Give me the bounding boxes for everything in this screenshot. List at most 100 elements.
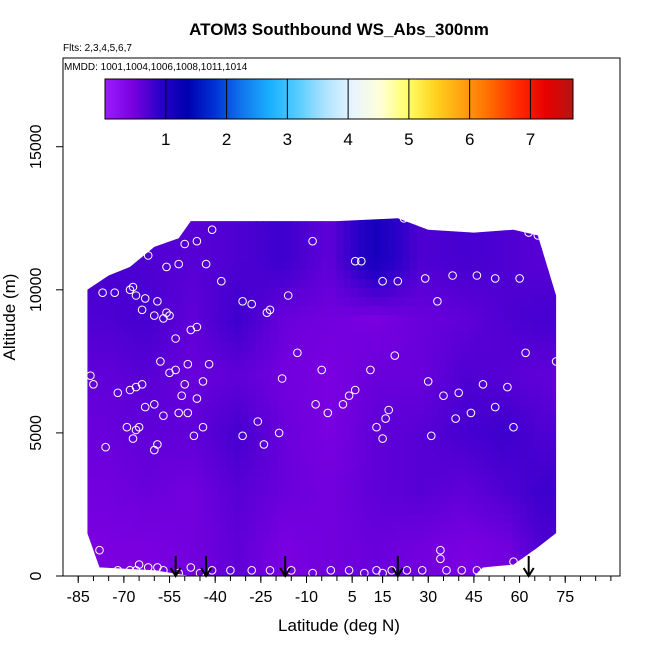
heatmap-cell xyxy=(270,278,279,289)
heatmap-cell xyxy=(534,503,543,514)
heatmap-cell xyxy=(453,251,462,262)
heatmap-cell xyxy=(365,413,374,424)
heatmap-cell xyxy=(226,332,235,343)
heatmap-cell xyxy=(475,512,484,523)
heatmap-cell xyxy=(387,314,396,325)
heatmap-cell xyxy=(402,233,411,244)
heatmap-cell xyxy=(314,287,323,298)
heatmap-cell xyxy=(468,566,477,576)
heatmap-cell xyxy=(534,323,543,334)
observation-point xyxy=(174,408,183,418)
heatmap-cell xyxy=(416,476,425,487)
heatmap-cell xyxy=(321,539,330,550)
heatmap-cell xyxy=(233,386,242,397)
heatmap-cell xyxy=(248,332,257,343)
heatmap-cell xyxy=(314,269,323,280)
heatmap-cell xyxy=(468,242,477,253)
heatmap-cell xyxy=(365,449,374,460)
heatmap-cell xyxy=(233,269,242,280)
heatmap-cell xyxy=(211,485,220,496)
heatmap-cell xyxy=(102,503,110,514)
heatmap-cell xyxy=(204,449,213,460)
heatmap-cell xyxy=(482,341,491,352)
heatmap-cell xyxy=(526,521,535,532)
heatmap-cell xyxy=(102,233,110,244)
heatmap-cell xyxy=(534,521,543,532)
heatmap-cell xyxy=(365,278,374,289)
heatmap-cell xyxy=(263,287,272,298)
heatmap-cell xyxy=(402,548,411,559)
heatmap-cell xyxy=(482,413,491,424)
observation-point xyxy=(259,440,269,449)
heatmap-cell xyxy=(519,395,528,406)
heatmap-cell xyxy=(468,431,477,442)
heatmap-cell xyxy=(277,332,286,343)
heatmap-cell xyxy=(438,485,447,496)
heatmap-cell xyxy=(277,440,286,451)
heatmap-cell xyxy=(372,332,381,343)
heatmap-cell xyxy=(285,377,294,388)
heatmap-cell xyxy=(123,395,132,406)
heatmap-cell xyxy=(138,305,147,316)
heatmap-cell xyxy=(109,485,118,496)
heatmap-cell xyxy=(343,251,352,262)
heatmap-cell xyxy=(365,242,374,253)
heatmap-cell xyxy=(475,494,484,505)
heatmap-cell xyxy=(336,242,345,253)
heatmap-cell xyxy=(182,296,191,307)
heatmap-cell xyxy=(416,413,425,424)
heatmap-cell xyxy=(197,431,206,442)
heatmap-cell xyxy=(248,314,257,325)
heatmap-cell xyxy=(123,413,132,424)
heatmap-cell xyxy=(123,494,132,505)
heatmap-cell xyxy=(189,224,198,235)
heatmap-cell xyxy=(336,512,345,523)
heatmap-cell xyxy=(519,323,528,334)
heatmap-cell xyxy=(219,449,228,460)
heatmap-cell xyxy=(358,341,367,352)
heatmap-cell xyxy=(446,323,455,334)
heatmap-cell xyxy=(482,395,491,406)
heatmap-cell xyxy=(189,242,198,253)
heatmap-cell xyxy=(438,458,447,469)
heatmap-cell xyxy=(446,395,455,406)
heatmap-cell xyxy=(351,449,359,460)
heatmap-cell xyxy=(175,503,184,514)
heatmap-cell xyxy=(285,350,294,361)
heatmap-cell xyxy=(490,377,499,388)
heatmap-cell xyxy=(453,377,462,388)
heatmap-cell xyxy=(263,485,272,496)
observation-point xyxy=(378,276,387,286)
observation-point xyxy=(125,285,135,295)
heatmap-cell xyxy=(314,341,323,352)
heatmap-cell xyxy=(123,386,132,397)
heatmap-cell xyxy=(94,530,103,541)
heatmap-cell xyxy=(468,530,477,541)
heatmap-cell xyxy=(248,350,257,361)
heatmap-cell xyxy=(307,233,315,244)
heatmap-cell xyxy=(424,422,433,433)
heatmap-cell xyxy=(380,422,389,433)
heatmap-cell xyxy=(380,224,389,235)
heatmap-cell xyxy=(211,233,220,244)
heatmap-cell xyxy=(226,512,235,523)
heatmap-cell xyxy=(402,218,411,226)
heatmap-cell xyxy=(145,359,154,370)
heatmap-cell xyxy=(314,404,323,415)
heatmap-cell xyxy=(248,341,257,352)
heatmap-cell xyxy=(87,449,96,460)
heatmap-cell xyxy=(351,323,359,334)
heatmap-cell xyxy=(270,314,279,325)
heatmap-cell xyxy=(321,242,330,253)
heatmap-cell xyxy=(167,440,176,451)
heatmap-cell xyxy=(460,503,469,514)
heatmap-cell xyxy=(153,359,162,370)
heatmap-cell xyxy=(182,386,191,397)
heatmap-cell xyxy=(263,395,272,406)
heatmap-cell xyxy=(446,494,455,505)
heatmap-cell xyxy=(255,323,264,334)
heatmap-cell xyxy=(211,548,220,559)
heatmap-cell xyxy=(248,251,257,262)
observation-point xyxy=(128,434,138,443)
heatmap-cell xyxy=(204,287,213,298)
